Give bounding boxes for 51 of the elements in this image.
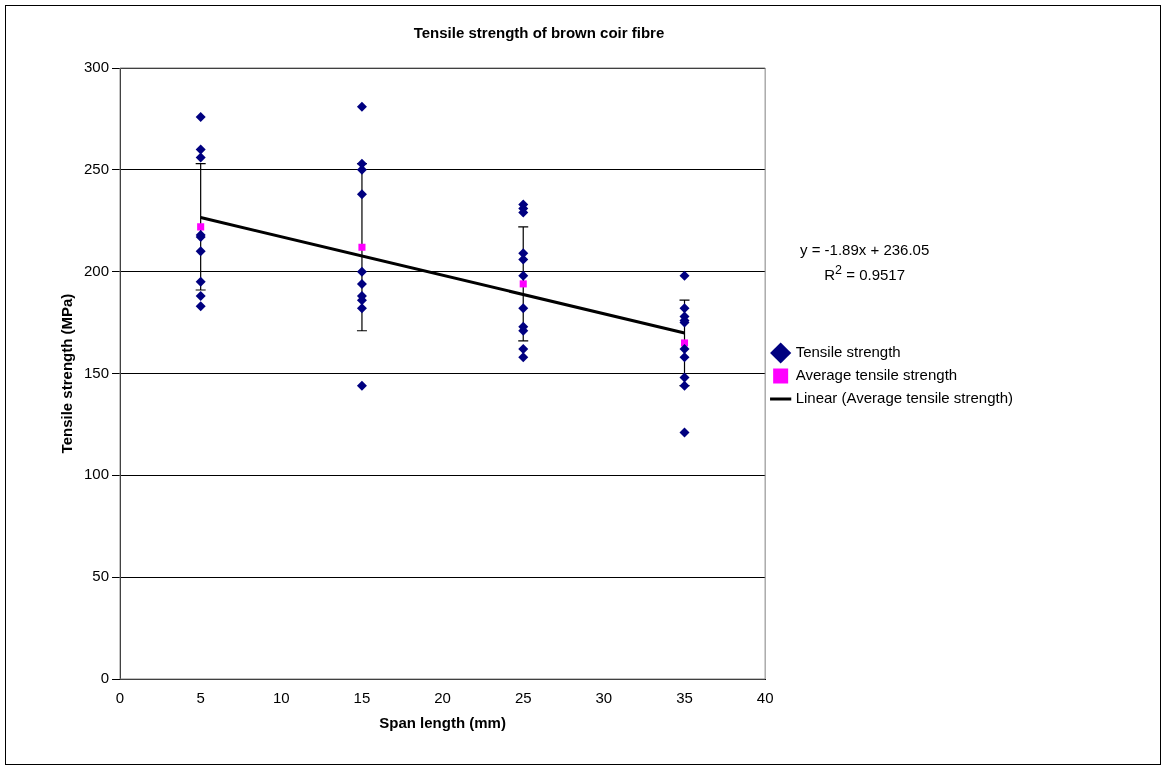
point (679, 352, 690, 363)
y-tick-label: 100 (84, 465, 110, 483)
point (197, 223, 205, 231)
y-tick-label: 0 (100, 669, 110, 687)
point (195, 291, 206, 302)
point (518, 303, 529, 314)
point (356, 101, 367, 112)
point (356, 266, 367, 277)
point (679, 270, 690, 281)
y-tick-label: 200 (84, 261, 110, 279)
x-tick-label: 0 (115, 689, 125, 707)
point (195, 301, 206, 312)
y-tick-label: 50 (92, 567, 110, 585)
chart-title: Tensile strength of brown coir fibre (413, 24, 665, 42)
point (679, 344, 690, 355)
y-tick-label: 250 (84, 159, 110, 177)
text: R$^{2}$ = 0.9517 (823, 262, 906, 285)
x-tick-label: 35 (676, 689, 693, 707)
point (519, 280, 527, 288)
point (356, 189, 367, 200)
x-tick-label: 25 (514, 689, 532, 707)
point (356, 380, 367, 391)
x-tick-label: 10 (272, 689, 290, 707)
point (356, 303, 367, 314)
y-tick-label: 150 (84, 363, 110, 381)
legend-label: Linear (Average tensile strength) (795, 389, 1014, 407)
point (195, 111, 206, 122)
y-axis-title: Tensile strength (MPa) (58, 293, 76, 454)
point (518, 344, 529, 355)
point (356, 278, 367, 289)
point (195, 276, 206, 287)
point (679, 372, 690, 383)
point (195, 152, 206, 163)
x-axis-title: Span length (mm) (379, 714, 506, 732)
point (358, 243, 366, 251)
text: y = -1.89x + 236.05 (800, 240, 930, 260)
x-tick-label: 20 (434, 689, 451, 707)
point (195, 246, 206, 257)
point (679, 427, 690, 438)
point (195, 144, 206, 155)
legend-label: Average tensile strength (795, 366, 958, 384)
point (518, 352, 529, 363)
x-tick-label: 40 (756, 689, 774, 707)
x-tick-label: 30 (595, 689, 613, 707)
point (679, 380, 690, 391)
legend-label: Tensile strength (795, 343, 901, 361)
point (679, 303, 690, 314)
x-tick-label: 15 (353, 689, 371, 707)
point (518, 270, 529, 281)
x-tick-label: 5 (196, 689, 205, 707)
y-tick-label: 300 (84, 58, 110, 76)
